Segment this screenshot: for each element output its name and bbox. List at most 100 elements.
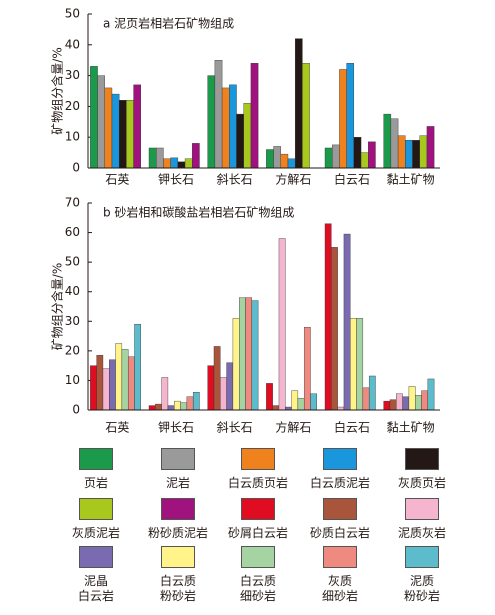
bar xyxy=(214,60,223,169)
bar xyxy=(170,157,179,169)
bar xyxy=(118,100,127,169)
y-tick-label: 40 xyxy=(65,37,80,51)
bar xyxy=(350,318,357,411)
bar xyxy=(419,135,428,169)
x-tick-label: 方解石 xyxy=(275,420,311,435)
bar xyxy=(213,346,221,411)
bar xyxy=(115,343,123,411)
legend-swatch xyxy=(323,546,357,568)
y-tick-label: 10 xyxy=(65,130,80,144)
bar xyxy=(245,297,253,411)
bar xyxy=(186,396,194,411)
legend-label: 泥岩 xyxy=(165,476,190,490)
bar xyxy=(405,140,413,169)
x-tick-label: 石英 xyxy=(105,421,129,435)
x-tick-label: 白云石 xyxy=(334,420,370,435)
bar xyxy=(207,75,216,169)
bar xyxy=(356,318,364,411)
x-tick-label: 斜长石 xyxy=(217,421,253,435)
bar xyxy=(192,392,200,411)
bar xyxy=(412,140,420,169)
legend-swatch xyxy=(241,498,275,520)
bar xyxy=(302,63,310,169)
bar xyxy=(156,147,164,169)
y-axis-label: 矿物组分含量/% xyxy=(50,263,65,350)
bar xyxy=(294,38,303,169)
legend-swatch xyxy=(161,448,195,470)
y-tick-label: 30 xyxy=(65,314,80,328)
y-tick-label: 30 xyxy=(65,68,80,82)
bar xyxy=(239,297,246,411)
y-tick-label: 50 xyxy=(65,7,80,21)
legend-label: 泥质 粉砂岩 xyxy=(403,574,440,603)
bar xyxy=(353,136,362,169)
x-tick-label: 黏土矿物 xyxy=(387,421,435,435)
legend-label: 泥晶 白云岩 xyxy=(77,574,114,603)
y-tick-label: 0 xyxy=(72,403,80,417)
bar xyxy=(383,400,391,411)
bar xyxy=(96,355,104,411)
x-tick-label: 斜长石 xyxy=(217,173,253,187)
bar xyxy=(192,143,200,169)
bar xyxy=(229,84,237,169)
x-tick-label: 白云石 xyxy=(334,172,370,187)
bar xyxy=(427,378,435,411)
bar xyxy=(287,158,296,169)
legend-label: 页岩 xyxy=(83,476,108,490)
legend-swatch xyxy=(79,546,113,568)
y-tick-label: 40 xyxy=(65,284,80,298)
bar xyxy=(127,356,135,411)
bar xyxy=(133,84,141,169)
bar xyxy=(324,147,333,169)
bar xyxy=(184,158,193,169)
bar xyxy=(104,87,113,169)
legend-swatch xyxy=(241,546,275,568)
bar xyxy=(266,149,274,169)
bar xyxy=(174,400,181,411)
legend-label: 白云质泥岩 xyxy=(309,476,370,490)
legend-label: 泥质灰岩 xyxy=(397,526,446,540)
bar xyxy=(167,405,175,411)
bar xyxy=(90,365,97,411)
bar xyxy=(97,75,105,169)
bar xyxy=(408,386,416,411)
y-tick-label: 0 xyxy=(72,161,80,175)
bar xyxy=(426,126,435,169)
bar xyxy=(221,87,230,169)
bar xyxy=(121,349,129,411)
bar xyxy=(389,399,397,411)
bar xyxy=(368,375,376,411)
legend-swatch xyxy=(323,498,357,520)
y-tick-label: 20 xyxy=(65,343,80,357)
bar xyxy=(109,359,116,411)
bar xyxy=(207,365,215,411)
bar xyxy=(251,300,259,411)
y-axis-label: 矿物组分含量/% xyxy=(50,47,65,134)
bar xyxy=(291,390,299,411)
bar xyxy=(126,100,134,169)
chart-title: a 泥页岩相岩石矿物组成 xyxy=(103,16,234,31)
bar xyxy=(310,393,318,411)
bar xyxy=(220,377,227,411)
y-tick-label: 20 xyxy=(65,99,80,113)
legend-label: 灰质 细砂岩 xyxy=(321,574,358,603)
bar xyxy=(303,327,311,411)
bar xyxy=(362,387,370,411)
legend-label: 灰质泥岩 xyxy=(71,526,120,540)
bar xyxy=(163,158,171,169)
y-tick-label: 70 xyxy=(65,196,80,210)
legend-label: 砂质白云岩 xyxy=(309,526,370,540)
y-tick-label: 60 xyxy=(65,225,80,239)
legend-swatch xyxy=(405,546,439,568)
legend-label: 白云质 细砂岩 xyxy=(239,574,276,603)
bar xyxy=(332,144,340,169)
bar xyxy=(297,397,305,411)
bar xyxy=(280,153,289,169)
bar xyxy=(396,393,403,411)
bar xyxy=(148,405,156,411)
legend-swatch xyxy=(405,498,439,520)
bar xyxy=(90,66,98,169)
bar xyxy=(331,247,338,411)
